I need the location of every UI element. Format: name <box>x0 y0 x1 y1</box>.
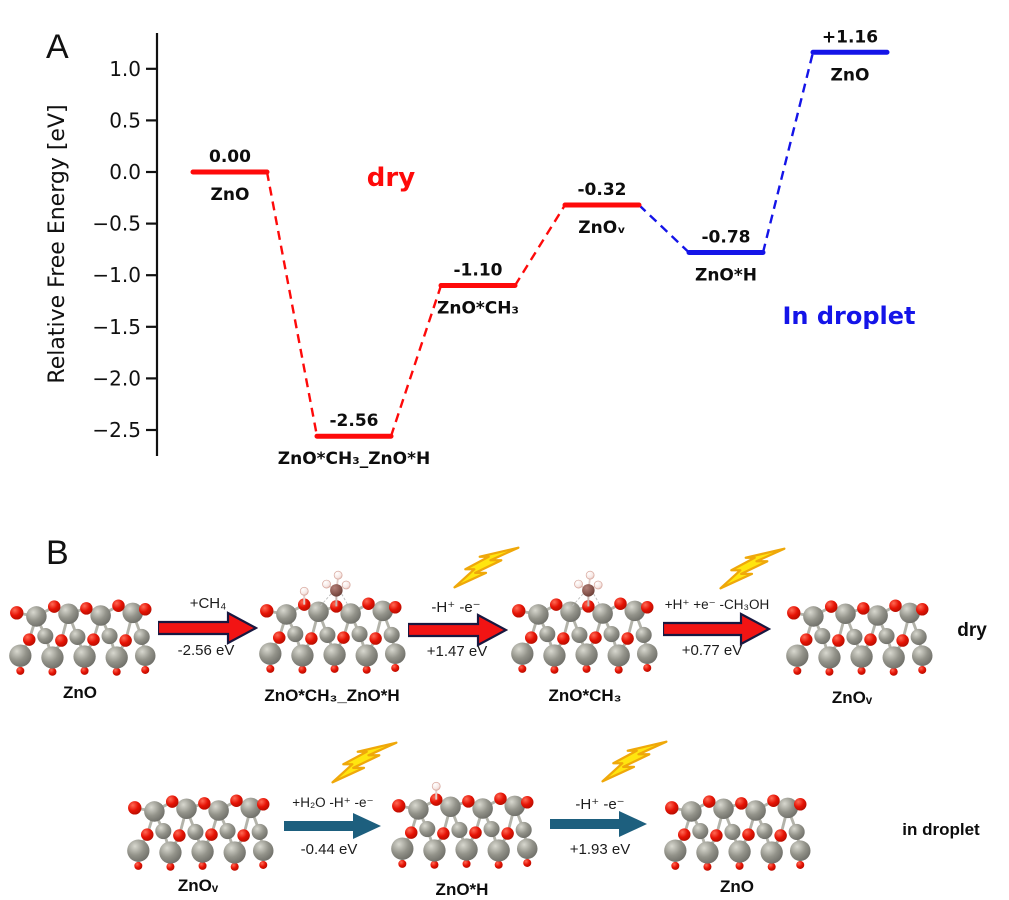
arrow-energy-text: -2.56 eV <box>177 642 235 659</box>
dry-row-label: dry <box>957 620 987 641</box>
molecule-zno-dry-start <box>7 598 157 678</box>
energy-level-value: +1.16 <box>822 27 878 47</box>
molecule-label: ZnOᵥ <box>177 876 219 895</box>
droplet-row-label: in droplet <box>902 820 980 839</box>
molecule-znov-droplet <box>125 793 275 873</box>
molecule-zno-droplet-end <box>662 793 812 873</box>
energy-level-value: -0.32 <box>578 180 627 200</box>
reaction-arrow-dry-2 <box>408 613 508 647</box>
molecule-label: ZnO <box>63 683 97 702</box>
energy-connector <box>638 204 690 254</box>
molecule-zno-ch3-zno-h <box>257 570 407 676</box>
lightning-bolt-icon <box>719 547 786 590</box>
reaction-arrow-dry-3 <box>663 612 771 646</box>
molecule-zno-h <box>389 781 539 871</box>
energy-level-value: -1.10 <box>454 261 503 281</box>
molecule-label: ZnO*CH₃_ZnO*H <box>264 686 400 705</box>
arrow-reagent-text: +CH₄ <box>189 595 227 612</box>
molecule-label: ZnO <box>720 877 754 896</box>
energy-connector <box>761 51 815 253</box>
arrow-energy-text: +0.77 eV <box>681 642 743 659</box>
y-tick-label: −1.5 <box>92 315 141 339</box>
energy-level-label: ZnOᵥ <box>578 218 625 238</box>
energy-connector <box>513 204 567 287</box>
energy-level-value: -2.56 <box>330 411 379 431</box>
molecule-label: ZnO*H <box>435 880 489 899</box>
energy-connector <box>265 171 319 437</box>
reaction-arrow-droplet-2 <box>550 811 647 837</box>
energy-diagram: 1.0 0.5 0.0 −0.5 −1.0 −1.5 −2.0 −2.5 Relative Fr… <box>45 27 916 469</box>
energy-level-label: ZnO*H <box>695 265 757 285</box>
y-tick-label: −2.5 <box>92 418 141 442</box>
energy-level-label: ZnO <box>211 185 250 205</box>
energy-connector <box>389 285 443 437</box>
y-tick-label: 0.0 <box>109 160 141 184</box>
reaction-arrow-dry-1 <box>158 611 258 645</box>
energy-level-value: 0.00 <box>209 147 251 167</box>
y-tick-label: −0.5 <box>92 212 141 236</box>
y-tick-label: −1.0 <box>92 263 141 287</box>
arrow-energy-text: +1.47 eV <box>426 643 488 660</box>
molecule-zno-ch3 <box>509 570 659 676</box>
y-tick-label: 0.5 <box>109 108 141 132</box>
panel-b-label: B <box>46 534 69 572</box>
arrow-reagent-text: +H⁺ +e⁻ -CH₃OH <box>664 597 770 612</box>
y-tick-label: −2.0 <box>92 366 141 390</box>
panel-a-label: A <box>46 28 69 66</box>
molecule-label: ZnO*CH₃ <box>548 686 622 705</box>
series-annotation: dry <box>367 163 415 193</box>
arrow-energy-text: -0.44 eV <box>300 841 358 858</box>
series-annotation: In droplet <box>782 302 915 330</box>
energy-level-label: ZnO*CH₃ <box>437 299 519 319</box>
arrow-energy-text: +1.93 eV <box>569 841 631 858</box>
molecule-znov-dry <box>784 598 934 678</box>
y-axis-label: Relative Free Energy [eV] <box>45 104 70 383</box>
y-tick-label: 1.0 <box>109 57 141 81</box>
arrow-reagent-text: +H₂O -H⁺ -e⁻ <box>292 795 374 810</box>
arrow-reagent-text: -H⁺ -e⁻ <box>431 599 481 616</box>
reaction-arrow-droplet-1 <box>284 813 381 839</box>
energy-level-value: -0.78 <box>702 227 751 247</box>
energy-level-label: ZnO <box>831 65 870 85</box>
arrow-reagent-text: -H⁺ -e⁻ <box>575 796 625 813</box>
energy-level-label: ZnO*CH₃_ZnO*H <box>278 449 430 469</box>
molecule-label: ZnOᵥ <box>831 688 873 707</box>
